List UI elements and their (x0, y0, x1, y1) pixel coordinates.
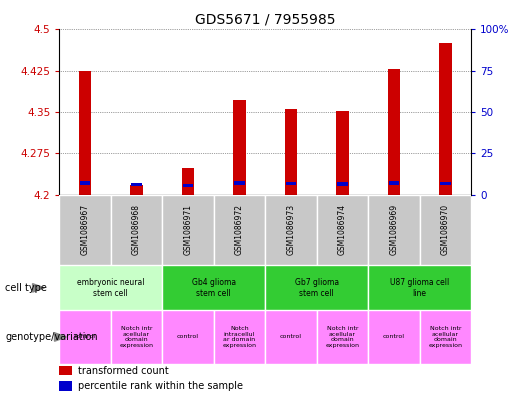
Text: GSM1086968: GSM1086968 (132, 204, 141, 255)
Bar (80, 181, 90, 185)
Bar (162, 310, 214, 364)
Bar (317, 310, 368, 364)
Text: GSM1086973: GSM1086973 (286, 204, 296, 255)
Text: control: control (383, 334, 405, 340)
Bar (162, 265, 265, 310)
Bar (265, 195, 317, 265)
Bar (368, 310, 420, 364)
Text: Gb4 glioma
stem cell: Gb4 glioma stem cell (192, 278, 236, 298)
Text: control: control (74, 334, 96, 340)
Bar (59, 310, 111, 364)
Bar (388, 69, 401, 195)
Bar (284, 109, 298, 195)
Text: Notch
intracellul
ar domain
expression: Notch intracellul ar domain expression (222, 326, 256, 348)
Bar (439, 43, 452, 195)
Bar (78, 71, 92, 195)
Bar (233, 100, 246, 195)
Text: control: control (280, 334, 302, 340)
Text: GSM1086972: GSM1086972 (235, 204, 244, 255)
Bar (59, 381, 72, 391)
Text: GSM1086967: GSM1086967 (80, 204, 90, 255)
Bar (59, 195, 111, 265)
Bar (59, 265, 162, 310)
Bar (368, 195, 420, 265)
Text: Notch intr
acellular
domain
expression: Notch intr acellular domain expression (325, 326, 359, 348)
Text: Gb7 glioma
stem cell: Gb7 glioma stem cell (295, 278, 339, 298)
Bar (265, 265, 368, 310)
Text: control: control (177, 334, 199, 340)
Text: GSM1086974: GSM1086974 (338, 204, 347, 255)
Bar (336, 111, 349, 195)
Text: embryonic neural
stem cell: embryonic neural stem cell (77, 278, 145, 298)
Polygon shape (55, 333, 66, 341)
Title: GDS5671 / 7955985: GDS5671 / 7955985 (195, 13, 335, 27)
Bar (59, 366, 72, 375)
Bar (111, 195, 162, 265)
Bar (181, 168, 194, 195)
Bar (111, 310, 162, 364)
Bar (130, 185, 143, 195)
Bar (317, 195, 368, 265)
Bar (368, 265, 471, 310)
Polygon shape (32, 284, 44, 292)
Text: GSM1086969: GSM1086969 (389, 204, 399, 255)
Text: cell type: cell type (5, 283, 47, 293)
Text: Notch intr
acellular
domain
expression: Notch intr acellular domain expression (428, 326, 462, 348)
Text: GSM1086970: GSM1086970 (441, 204, 450, 255)
Bar (214, 195, 265, 265)
Bar (183, 184, 193, 187)
Bar (440, 182, 451, 185)
Text: genotype/variation: genotype/variation (5, 332, 98, 342)
Text: GSM1086971: GSM1086971 (183, 204, 193, 255)
Text: Notch intr
acellular
domain
expression: Notch intr acellular domain expression (119, 326, 153, 348)
Bar (389, 181, 399, 185)
Bar (337, 182, 348, 186)
Bar (131, 183, 142, 186)
Text: U87 glioma cell
line: U87 glioma cell line (390, 278, 450, 298)
Bar (234, 181, 245, 185)
Bar (420, 195, 471, 265)
Bar (162, 195, 214, 265)
Bar (214, 310, 265, 364)
Bar (265, 310, 317, 364)
Bar (286, 182, 296, 185)
Text: percentile rank within the sample: percentile rank within the sample (78, 381, 243, 391)
Text: transformed count: transformed count (78, 365, 168, 376)
Bar (420, 310, 471, 364)
